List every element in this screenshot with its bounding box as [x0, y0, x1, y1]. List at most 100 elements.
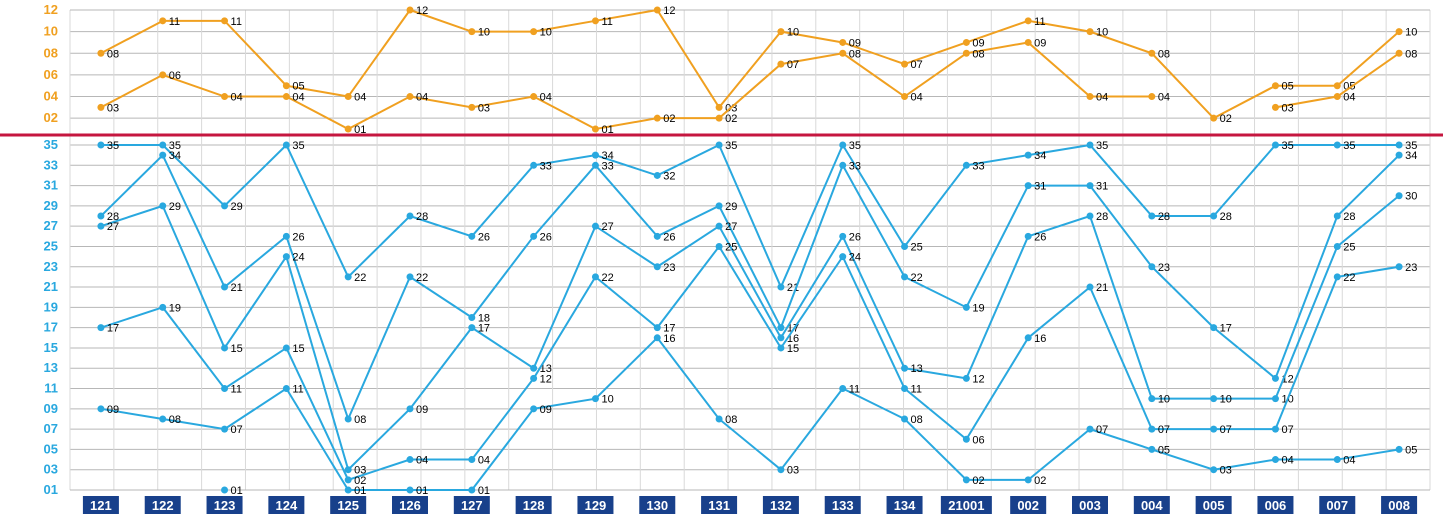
data-point — [1087, 142, 1094, 149]
data-point-label: 31 — [1096, 181, 1108, 193]
data-point-label: 10 — [787, 27, 799, 39]
data-point-label: 34 — [169, 150, 181, 162]
data-point — [1210, 466, 1217, 473]
y-tick-bottom: 03 — [44, 462, 58, 477]
data-point — [654, 7, 661, 14]
x-category-label: 004 — [1141, 498, 1163, 513]
x-category-label: 125 — [337, 498, 359, 513]
data-point-label: 10 — [478, 27, 490, 39]
data-point-label: 17 — [1220, 323, 1232, 335]
data-point — [654, 172, 661, 179]
data-point-label: 22 — [1343, 272, 1355, 284]
data-point — [839, 39, 846, 46]
data-point — [963, 436, 970, 443]
data-point — [901, 93, 908, 100]
x-category-label: 008 — [1388, 498, 1410, 513]
x-category-label: 129 — [585, 498, 607, 513]
data-point-label: 23 — [1158, 262, 1170, 274]
data-point — [159, 142, 166, 149]
data-point-label: 26 — [540, 231, 552, 243]
data-point-label: 12 — [663, 5, 675, 17]
data-point-label: 35 — [849, 140, 861, 152]
data-point-label: 25 — [911, 241, 923, 253]
data-point-label: 23 — [663, 262, 675, 274]
bottom-series-group: 3535293522282633343235213525333435282835… — [97, 140, 1417, 497]
data-point-label: 01 — [478, 485, 490, 497]
y-tick-bottom: 09 — [44, 401, 58, 416]
data-point-label: 10 — [1220, 394, 1232, 406]
y-tick-bottom: 05 — [44, 441, 58, 456]
data-point — [1148, 426, 1155, 433]
data-point — [407, 405, 414, 412]
data-point — [963, 375, 970, 382]
x-category-label: 126 — [399, 498, 421, 513]
data-point-label: 10 — [1158, 394, 1170, 406]
data-point-label: 11 — [231, 16, 242, 28]
data-point-label: 01 — [416, 485, 428, 497]
data-point-label: 01 — [354, 124, 366, 136]
x-category-label: 127 — [461, 498, 483, 513]
data-point — [159, 152, 166, 159]
data-point-label: 04 — [1343, 92, 1355, 104]
data-point — [901, 415, 908, 422]
data-point — [654, 233, 661, 240]
data-point-label: 04 — [478, 455, 490, 467]
data-point-label: 27 — [107, 221, 119, 233]
data-point — [901, 365, 908, 372]
data-point-label: 07 — [787, 59, 799, 71]
data-point — [1148, 446, 1155, 453]
data-point-label: 17 — [107, 323, 119, 335]
data-point — [901, 385, 908, 392]
data-point-label: 27 — [601, 221, 613, 233]
data-point-label: 02 — [972, 475, 984, 487]
data-point — [1025, 152, 1032, 159]
data-point — [963, 50, 970, 57]
y-tick-bottom: 35 — [44, 137, 58, 152]
data-point-label: 29 — [725, 201, 737, 213]
x-category-label: 131 — [708, 498, 730, 513]
x-category-label: 123 — [214, 498, 236, 513]
x-category-label: 122 — [152, 498, 174, 513]
data-point-label: 11 — [292, 384, 303, 396]
y-tick-top: 08 — [44, 45, 58, 60]
data-point — [901, 273, 908, 280]
data-point — [716, 142, 723, 149]
data-point-label: 24 — [849, 252, 861, 264]
data-point — [1272, 456, 1279, 463]
data-point-label: 26 — [849, 231, 861, 243]
data-point — [221, 202, 228, 209]
x-category-label: 124 — [276, 498, 298, 513]
data-point — [221, 284, 228, 291]
data-point — [777, 28, 784, 35]
data-point — [1025, 233, 1032, 240]
data-point-label: 07 — [1158, 424, 1170, 436]
data-point — [530, 365, 537, 372]
data-point-label: 04 — [1343, 455, 1355, 467]
data-point-label: 15 — [787, 343, 799, 355]
data-point — [1272, 142, 1279, 149]
data-point-label: 04 — [1158, 92, 1170, 104]
data-point — [345, 273, 352, 280]
data-point-label: 21 — [1096, 282, 1108, 294]
y-tick-bottom: 17 — [44, 320, 58, 335]
x-category-label: 005 — [1203, 498, 1225, 513]
data-point-label: 33 — [540, 160, 552, 172]
data-point — [1087, 28, 1094, 35]
data-point — [1334, 142, 1341, 149]
y-tick-bottom: 29 — [44, 198, 58, 213]
data-point-label: 29 — [169, 201, 181, 213]
y-tick-bottom: 01 — [44, 482, 58, 497]
data-point-label: 28 — [1158, 211, 1170, 223]
data-point-label: 30 — [1405, 191, 1417, 203]
data-point-label: 22 — [601, 272, 613, 284]
data-point — [345, 126, 352, 133]
data-point-label: 33 — [849, 160, 861, 172]
x-axis: 1211221231241251261271281291301311321331… — [83, 496, 1417, 514]
data-point — [777, 334, 784, 341]
data-point — [345, 466, 352, 473]
data-point-label: 03 — [1281, 102, 1293, 114]
data-point — [716, 202, 723, 209]
data-point-label: 19 — [972, 302, 984, 314]
data-point — [839, 142, 846, 149]
data-point — [1148, 395, 1155, 402]
